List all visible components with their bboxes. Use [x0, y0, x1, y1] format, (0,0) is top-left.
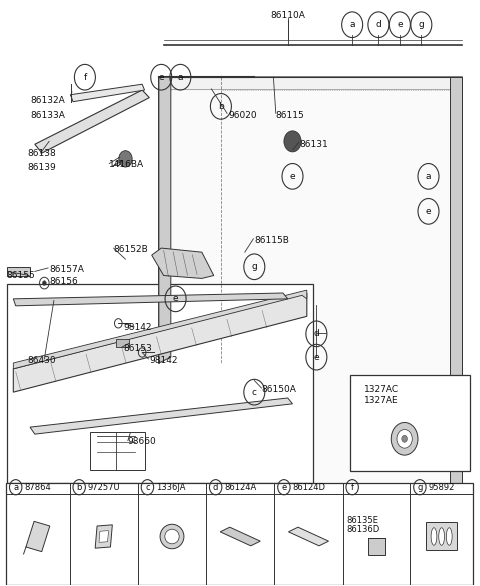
Text: 1327AE: 1327AE	[364, 396, 399, 406]
Text: e: e	[290, 172, 295, 181]
FancyBboxPatch shape	[116, 339, 129, 347]
Text: 87864: 87864	[24, 483, 51, 492]
Text: 86124A: 86124A	[224, 483, 256, 492]
Text: 98142: 98142	[123, 323, 152, 332]
Text: c: c	[145, 483, 150, 492]
Text: a: a	[13, 483, 18, 492]
Text: 98660: 98660	[128, 437, 156, 446]
Text: d: d	[213, 483, 218, 492]
Text: e: e	[313, 353, 319, 362]
Polygon shape	[159, 77, 171, 363]
Text: g: g	[252, 263, 257, 271]
Polygon shape	[450, 77, 462, 506]
FancyBboxPatch shape	[350, 374, 470, 471]
Polygon shape	[99, 531, 108, 542]
Circle shape	[119, 151, 132, 167]
Text: 86132A: 86132A	[30, 96, 65, 105]
Text: d: d	[313, 329, 319, 338]
Polygon shape	[159, 77, 462, 506]
Text: d: d	[375, 21, 381, 29]
Polygon shape	[95, 525, 112, 548]
Polygon shape	[288, 527, 328, 546]
Text: 86115: 86115	[276, 111, 304, 120]
Text: 86156: 86156	[49, 277, 78, 286]
Text: 86150A: 86150A	[262, 385, 296, 394]
Text: g: g	[419, 21, 424, 29]
Text: f: f	[351, 483, 354, 492]
Text: 1336JA: 1336JA	[156, 483, 185, 492]
Polygon shape	[26, 522, 50, 551]
Text: 86157A: 86157A	[49, 265, 84, 274]
Text: e: e	[158, 73, 164, 81]
Text: 86131: 86131	[300, 140, 328, 149]
Circle shape	[284, 131, 301, 152]
Ellipse shape	[431, 528, 437, 545]
Text: 86430: 86430	[28, 356, 56, 364]
Circle shape	[42, 281, 46, 285]
Text: e: e	[173, 294, 179, 304]
Polygon shape	[13, 290, 307, 369]
Polygon shape	[152, 248, 214, 278]
Text: 86124D: 86124D	[292, 483, 325, 492]
Text: a: a	[349, 21, 355, 29]
Polygon shape	[220, 527, 260, 546]
Text: 98142: 98142	[149, 356, 178, 364]
Text: a: a	[178, 73, 183, 81]
Text: 86133A: 86133A	[30, 111, 65, 120]
Text: 86135E: 86135E	[347, 516, 378, 524]
Text: g: g	[417, 483, 422, 492]
Text: 86110A: 86110A	[270, 12, 305, 21]
Text: 86139: 86139	[28, 163, 56, 172]
FancyBboxPatch shape	[426, 523, 457, 550]
Text: 97257U: 97257U	[88, 483, 120, 492]
Text: 86152B: 86152B	[114, 245, 148, 254]
Text: a: a	[426, 172, 431, 181]
Ellipse shape	[160, 524, 184, 548]
Text: c: c	[252, 388, 257, 397]
Text: 95892: 95892	[429, 483, 455, 492]
Text: 86136D: 86136D	[347, 525, 380, 534]
Polygon shape	[71, 84, 144, 102]
Polygon shape	[13, 293, 288, 306]
Text: 1327AC: 1327AC	[364, 385, 399, 394]
Ellipse shape	[439, 528, 444, 545]
Polygon shape	[30, 398, 292, 434]
Text: b: b	[76, 483, 82, 492]
Polygon shape	[7, 267, 30, 275]
Polygon shape	[13, 293, 307, 392]
Polygon shape	[171, 90, 451, 492]
Circle shape	[391, 423, 418, 455]
Text: 96020: 96020	[228, 111, 257, 120]
FancyBboxPatch shape	[7, 284, 312, 482]
Polygon shape	[169, 90, 451, 493]
Text: 1416BA: 1416BA	[109, 160, 144, 169]
Ellipse shape	[446, 528, 452, 545]
Text: 86155: 86155	[6, 271, 35, 280]
Circle shape	[402, 435, 408, 442]
Text: f: f	[83, 73, 86, 81]
FancyBboxPatch shape	[368, 538, 385, 555]
Polygon shape	[35, 90, 149, 153]
Ellipse shape	[165, 529, 179, 544]
Text: 86153: 86153	[123, 344, 152, 353]
FancyBboxPatch shape	[6, 482, 473, 585]
Text: e: e	[281, 483, 287, 492]
Text: e: e	[426, 207, 432, 216]
Text: e: e	[397, 21, 403, 29]
Text: 86138: 86138	[28, 148, 56, 158]
FancyBboxPatch shape	[90, 432, 144, 471]
Circle shape	[397, 430, 412, 448]
Text: b: b	[218, 102, 224, 111]
Polygon shape	[262, 492, 462, 506]
Text: 86115B: 86115B	[254, 236, 289, 245]
